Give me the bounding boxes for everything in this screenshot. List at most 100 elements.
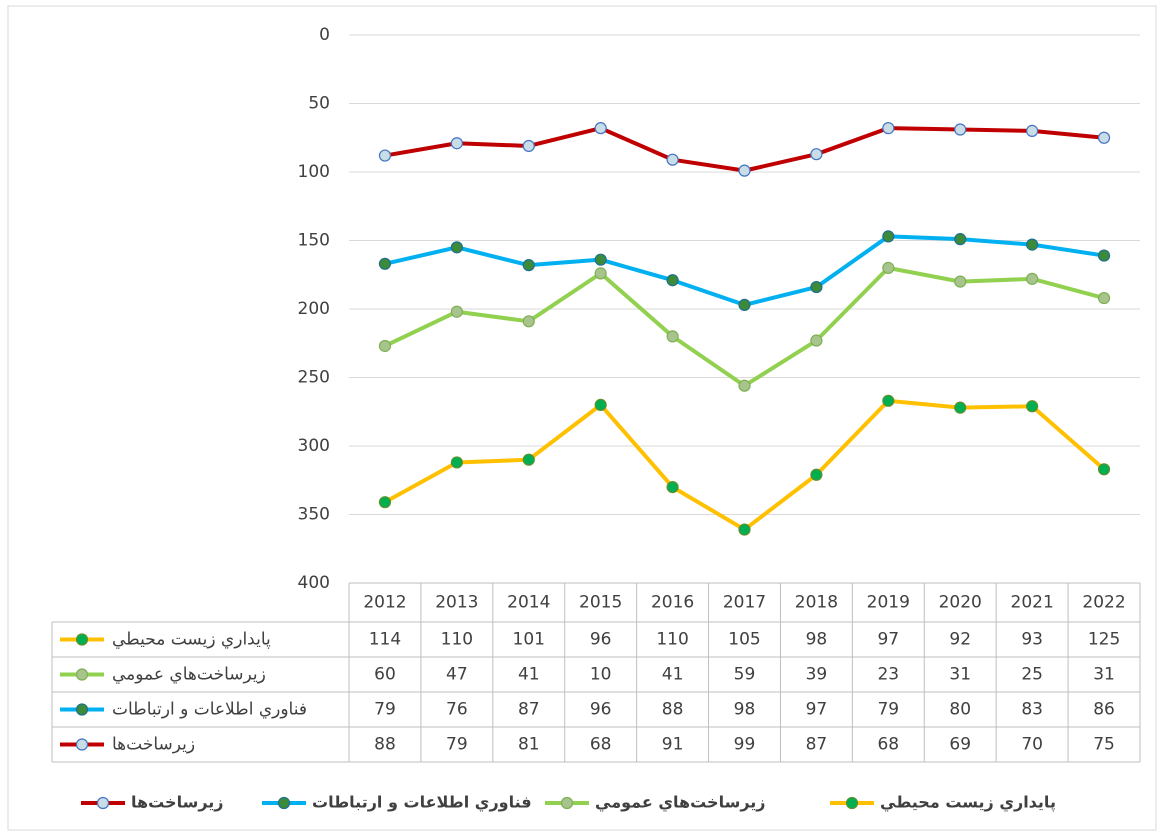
table-value: 91 xyxy=(662,735,684,755)
table-value: 68 xyxy=(877,735,899,755)
table-row-label: زیرساخت‌هاي عمومي xyxy=(112,665,266,685)
marker xyxy=(1026,238,1039,251)
table-value: 125 xyxy=(1088,630,1120,650)
marker xyxy=(522,315,535,328)
y-tick-label: 400 xyxy=(298,573,330,593)
marker xyxy=(954,275,967,288)
legend-label: پايداري زيست محيطي xyxy=(880,793,1056,813)
table-value: 47 xyxy=(446,665,468,685)
marker xyxy=(666,274,679,287)
x-tick-label: 2012 xyxy=(363,593,406,613)
marker xyxy=(1097,131,1111,144)
marker xyxy=(450,456,463,469)
x-tick-label: 2021 xyxy=(1011,593,1054,613)
table-value: 110 xyxy=(441,630,473,650)
legend-label: فناوري اطلاعات و ارتباطات xyxy=(312,793,532,813)
table-value: 83 xyxy=(1021,700,1043,720)
legend-key-marker xyxy=(560,796,574,810)
marker xyxy=(738,298,751,311)
table-value: 76 xyxy=(446,700,468,720)
table-value: 96 xyxy=(590,630,612,650)
y-tick-label: 100 xyxy=(298,162,330,182)
marker xyxy=(810,334,823,347)
y-tick-label: 350 xyxy=(298,505,330,525)
table-value: 110 xyxy=(656,630,688,650)
marker xyxy=(378,257,392,270)
marker xyxy=(594,253,607,266)
table-value: 101 xyxy=(513,630,545,650)
legend-key-marker xyxy=(75,633,89,646)
marker xyxy=(810,148,823,161)
legend-key-marker xyxy=(96,796,110,810)
table-value: 59 xyxy=(734,665,756,685)
marker xyxy=(378,149,392,162)
table-value: 31 xyxy=(1093,665,1115,685)
marker xyxy=(954,233,967,246)
marker xyxy=(738,164,751,177)
table-row-label: زیرساخت‌ها xyxy=(112,735,195,755)
legend-key-marker xyxy=(75,738,89,751)
legend-label: زیرساخت‌هاي عمومي xyxy=(595,793,766,813)
table-value: 96 xyxy=(590,700,612,720)
marker xyxy=(810,280,823,294)
table-value: 99 xyxy=(734,735,756,755)
marker xyxy=(954,401,967,414)
table-row-label: فناوري اطلاعات و ارتباطات xyxy=(112,700,307,720)
table-value: 87 xyxy=(806,735,828,755)
x-tick-label: 2020 xyxy=(939,593,982,613)
marker xyxy=(810,468,823,481)
marker xyxy=(666,330,679,343)
marker xyxy=(1097,291,1111,305)
table-value: 60 xyxy=(374,665,396,685)
table-value: 25 xyxy=(1021,665,1043,685)
table-value: 114 xyxy=(369,630,401,650)
x-tick-label: 2017 xyxy=(723,593,766,613)
marker xyxy=(1026,400,1039,413)
table-value: 41 xyxy=(662,665,684,685)
legend-key-marker xyxy=(75,703,89,716)
legend-key-marker xyxy=(75,668,89,681)
marker xyxy=(594,398,607,411)
x-tick-label: 2018 xyxy=(795,593,838,613)
marker xyxy=(666,153,679,166)
table-value: 92 xyxy=(949,630,971,650)
table-value: 86 xyxy=(1093,700,1115,720)
table-value: 97 xyxy=(806,700,828,720)
table-value: 69 xyxy=(949,735,971,755)
table-row-label: پايداري زيست محيطي xyxy=(112,630,271,650)
x-tick-label: 2019 xyxy=(867,593,910,613)
table-value: 88 xyxy=(662,700,684,720)
x-tick-label: 2014 xyxy=(507,593,550,613)
marker xyxy=(882,394,895,407)
table-value: 68 xyxy=(590,735,612,755)
legend-label: زیرساخت‌ها xyxy=(131,793,223,812)
table-value: 88 xyxy=(374,735,396,755)
marker xyxy=(378,496,392,509)
table-value: 98 xyxy=(806,630,828,650)
marker xyxy=(522,139,535,153)
table-value: 41 xyxy=(518,665,540,685)
table-value: 93 xyxy=(1021,630,1043,650)
table-value: 87 xyxy=(518,700,540,720)
table-value: 75 xyxy=(1093,735,1115,755)
x-tick-label: 2013 xyxy=(435,593,478,613)
marker xyxy=(1097,463,1111,476)
marker xyxy=(450,305,463,318)
x-tick-label: 2016 xyxy=(651,593,694,613)
table-value: 23 xyxy=(877,665,899,685)
marker xyxy=(1097,249,1111,262)
marker xyxy=(450,137,463,150)
legend-key-marker xyxy=(845,796,859,810)
x-tick-label: 2022 xyxy=(1082,593,1125,613)
table-value: 97 xyxy=(877,630,899,650)
marker xyxy=(522,259,535,272)
table-value: 70 xyxy=(1021,735,1043,755)
marker xyxy=(666,481,679,494)
marker xyxy=(882,261,895,274)
marker xyxy=(1026,124,1039,137)
table-value: 98 xyxy=(734,700,756,720)
marker xyxy=(450,241,463,254)
marker xyxy=(882,230,895,243)
table-value: 79 xyxy=(446,735,468,755)
